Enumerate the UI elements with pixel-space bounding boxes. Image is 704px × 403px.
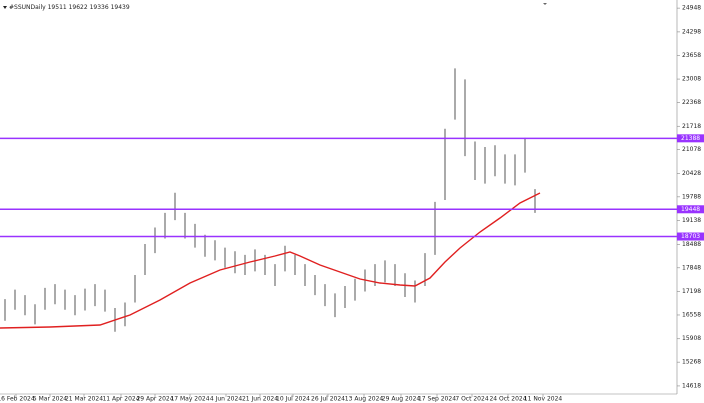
x-tick-label: 11 Apr 2024 — [102, 396, 139, 403]
x-tick-label: 10 Jul 2024 — [276, 396, 310, 403]
x-tick-label: 17 Sep 2024 — [418, 396, 456, 403]
x-tick-label: 29 Apr 2024 — [136, 396, 173, 403]
y-tick-label: 21078 — [682, 146, 701, 153]
x-tick-label: 26 Jul 2024 — [311, 396, 345, 403]
moving-average — [0, 192, 541, 329]
y-tick-label: 19138 — [682, 217, 701, 224]
x-tick-label: 17 May 2024 — [170, 396, 209, 403]
x-tick-label: 11 Nov 2024 — [524, 396, 563, 403]
x-tick-label: 4 Jun 2024 — [210, 396, 242, 403]
y-tick-label: 20428 — [682, 170, 701, 177]
y-tick-label: 24298 — [682, 28, 701, 35]
y-tick-label: 17848 — [682, 264, 701, 271]
shift-marker — [543, 3, 547, 5]
y-tick-label: 21718 — [682, 123, 701, 130]
y-tick-label: 22368 — [682, 99, 701, 106]
x-tick-label: 24 Oct 2024 — [489, 396, 526, 403]
y-tick-label: 16558 — [682, 311, 701, 318]
level-label-box — [677, 134, 704, 143]
symbol-icon — [3, 6, 7, 9]
y-tick-label: 14618 — [682, 382, 701, 389]
y-tick-label: 23008 — [682, 76, 701, 83]
y-tick-label: 23658 — [682, 52, 701, 59]
level-label: 19448 — [681, 206, 700, 213]
y-tick-label: 17198 — [682, 288, 701, 295]
level-label-box — [677, 205, 704, 214]
y-tick-label: 19788 — [682, 193, 701, 200]
y-tick-label: 15908 — [682, 335, 701, 342]
x-tick-label: 29 Aug 2024 — [382, 396, 421, 403]
level-label: 18703 — [681, 233, 700, 240]
chart-title: #SSUNDaily 19511 19622 19336 19439 — [9, 4, 130, 11]
level-label: 21388 — [681, 135, 700, 142]
y-tick-label: 18488 — [682, 241, 701, 248]
x-tick-label: 21 Mar 2024 — [65, 396, 103, 403]
x-tick-label: 7 Oct 2024 — [455, 396, 488, 403]
level-label-box — [677, 232, 704, 241]
x-tick-label: 16 Feb 2024 — [0, 396, 35, 403]
y-tick-label: 24948 — [682, 5, 701, 12]
x-tick-label: 5 Mar 2024 — [33, 396, 67, 403]
x-tick-label: 21 Jun 2024 — [242, 396, 278, 403]
y-tick-label: 15268 — [682, 359, 701, 366]
x-tick-label: 13 Aug 2024 — [345, 396, 384, 403]
